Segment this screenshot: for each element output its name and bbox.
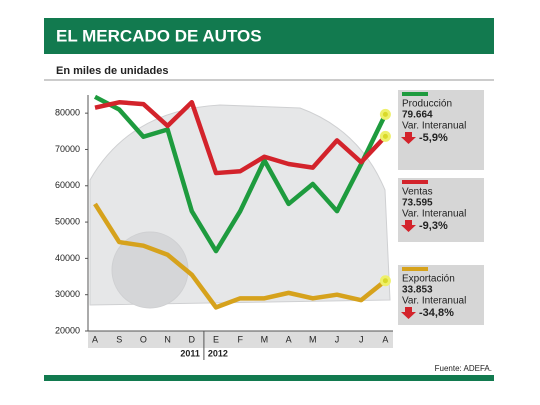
change-title: Var. Interanual (402, 121, 466, 132)
x-tick-label: M (309, 334, 317, 344)
y-tick-label: 50000 (55, 216, 80, 226)
change-label: -5,9% (419, 132, 448, 144)
x-tick-label: A (382, 334, 388, 344)
change-title: Var. Interanual (402, 296, 466, 307)
legend-box (398, 178, 484, 242)
x-tick-label: E (213, 334, 219, 344)
series-line (93, 94, 388, 254)
x-tick-label: M (261, 334, 269, 344)
x-tick-label: O (140, 334, 147, 344)
y-tick-label: 70000 (55, 144, 80, 154)
change-label: -9,3% (419, 220, 448, 232)
x-tick-label: S (116, 334, 122, 344)
legend-name: Ventas (402, 187, 433, 198)
x-tick-label: A (286, 334, 292, 344)
end-marker (379, 275, 391, 287)
down-arrow (401, 220, 416, 232)
change-label: -34,8% (419, 307, 454, 319)
series-line (94, 100, 388, 176)
subtitle: En miles de unidades (56, 65, 168, 77)
down-arrow (401, 307, 416, 319)
change-title: Var. Interanual (402, 209, 466, 220)
chart-title: EL MERCADO DE AUTOS (56, 26, 262, 45)
series-line (93, 202, 387, 310)
x-tick-label: D (189, 334, 196, 344)
end-marker (379, 108, 391, 120)
legend-value: 73.595 (402, 198, 433, 209)
legend-box (398, 90, 484, 170)
x-tick-label: F (237, 334, 243, 344)
category-row (88, 331, 393, 348)
header-bar (44, 18, 494, 54)
y-tick-label: 20000 (55, 325, 80, 335)
down-arrow (401, 132, 416, 144)
y-tick-label: 80000 (55, 108, 80, 118)
x-tick-label: A (92, 334, 98, 344)
legend-value: 79.664 (402, 110, 433, 121)
y-tick-label: 60000 (55, 180, 80, 190)
legend-name: Producción (402, 99, 452, 110)
year-label: 2011 (180, 348, 200, 358)
source: Fuente: ADEFA. (435, 364, 492, 373)
year-label: 2012 (208, 348, 228, 358)
x-tick-label: N (164, 334, 171, 344)
x-tick-label: J (335, 334, 340, 344)
end-marker (379, 130, 391, 142)
legend-name: Exportación (402, 274, 455, 285)
y-tick-label: 30000 (55, 289, 80, 299)
x-tick-label: J (359, 334, 364, 344)
legend-value: 33.853 (402, 285, 433, 296)
y-tick-label: 40000 (55, 253, 80, 263)
